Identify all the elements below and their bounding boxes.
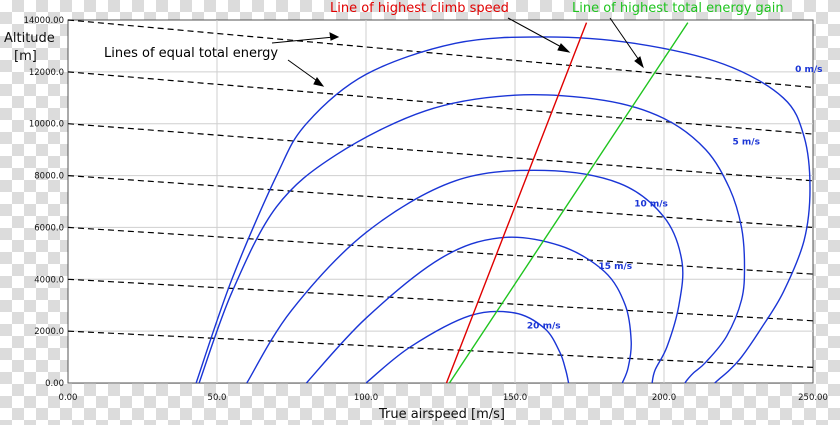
equal-energy-line [67, 123, 814, 182]
climb-rate-contour [305, 236, 632, 384]
contour-label: 0 m/s [795, 65, 822, 75]
y-tick-label: 10000.0 [29, 120, 64, 130]
y-tick-label: 8000.0 [34, 172, 64, 182]
contour-label: 20 m/s [527, 322, 561, 332]
equal-energy-line [67, 71, 814, 135]
climb-rate-contour [198, 94, 746, 384]
contour-label: 5 m/s [733, 137, 760, 147]
equal-energy-line [67, 330, 814, 368]
y-tick-label: 14000.00 [23, 16, 64, 26]
contour-label: 15 m/s [598, 262, 632, 272]
y-axis-title-line2: [m] [14, 49, 37, 64]
x-tick-label: 200.0 [652, 393, 676, 403]
x-tick-label: 100.0 [354, 393, 378, 403]
equal-energy-line [67, 175, 814, 228]
annotation-energy-gain: Line of highest total energy gain [572, 1, 784, 16]
annotation-equal-energy: Lines of equal total energy [104, 46, 278, 61]
equal-energy-lines [67, 19, 814, 368]
annotation-arrows [271, 17, 644, 87]
climb-rate-contours: 0 m/s 5 m/s 10 m/s 15 m/s 20 m/s [195, 36, 823, 384]
energy-gain-line [448, 22, 689, 384]
climb-rate-contour [246, 169, 684, 384]
y-tick-label: 0.00 [45, 379, 64, 389]
x-tick-label: 150.0 [503, 393, 527, 403]
tick-labels: 0.00 50.0 100.0 150.0 200.0 250.00 0.00 2000.0 4… [23, 16, 827, 403]
y-axis-title-line1: Altitude [4, 31, 55, 46]
equal-energy-line [67, 278, 814, 322]
y-tick-label: 4000.0 [34, 275, 64, 285]
reference-lines [445, 22, 689, 384]
x-tick-label: 50.0 [208, 393, 227, 403]
y-tick-label: 12000.0 [29, 68, 64, 78]
y-tick-label: 6000.0 [34, 223, 64, 233]
contour-label: 10 m/s [634, 200, 668, 210]
annotation-climb-speed: Line of highest climb speed [330, 1, 509, 16]
x-tick-label: 250.00 [798, 393, 828, 403]
y-tick-label: 2000.0 [34, 327, 64, 337]
equal-energy-line [67, 226, 814, 275]
climb-speed-line [445, 22, 588, 384]
x-axis-title: True airspeed [m/s] [378, 407, 505, 422]
equal-energy-line [67, 19, 814, 88]
x-tick-label: 0.00 [59, 393, 78, 403]
climb-rate-contour [195, 36, 811, 384]
climb-rate-contour [365, 310, 570, 384]
